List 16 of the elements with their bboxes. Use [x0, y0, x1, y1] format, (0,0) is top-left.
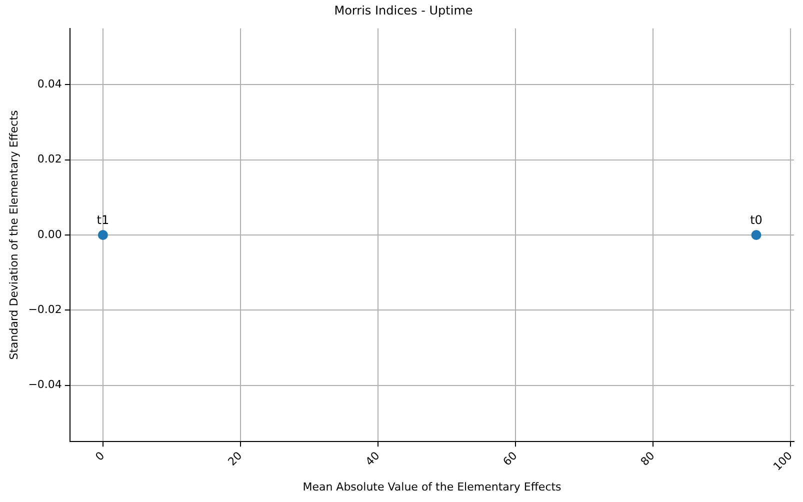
x-tick-label: 60 — [500, 449, 520, 468]
y-tick-label: −0.02 — [28, 303, 62, 316]
y-tick-label: 0.02 — [37, 152, 62, 166]
annotation: t1 — [96, 213, 110, 228]
y-tick-label: 0.00 — [37, 228, 62, 241]
y-axis-title: Standard Deviation of the Elementary Effects — [7, 110, 20, 360]
x-tick-label: 100 — [770, 449, 795, 474]
x-tick-label: 40 — [363, 449, 382, 468]
annotation: t0 — [750, 213, 762, 228]
x-tick-label: 20 — [226, 449, 245, 468]
y-tick-label: 0.04 — [37, 78, 62, 91]
x-tick-label: 0 — [92, 449, 108, 464]
x-axis-title: Mean Absolute Value of the Elementary Effects — [302, 480, 562, 494]
chart-title: Morris Indices - Uptime — [334, 3, 473, 18]
x-tick-label: 80 — [638, 449, 658, 468]
y-tick-label: −0.04 — [28, 378, 62, 392]
